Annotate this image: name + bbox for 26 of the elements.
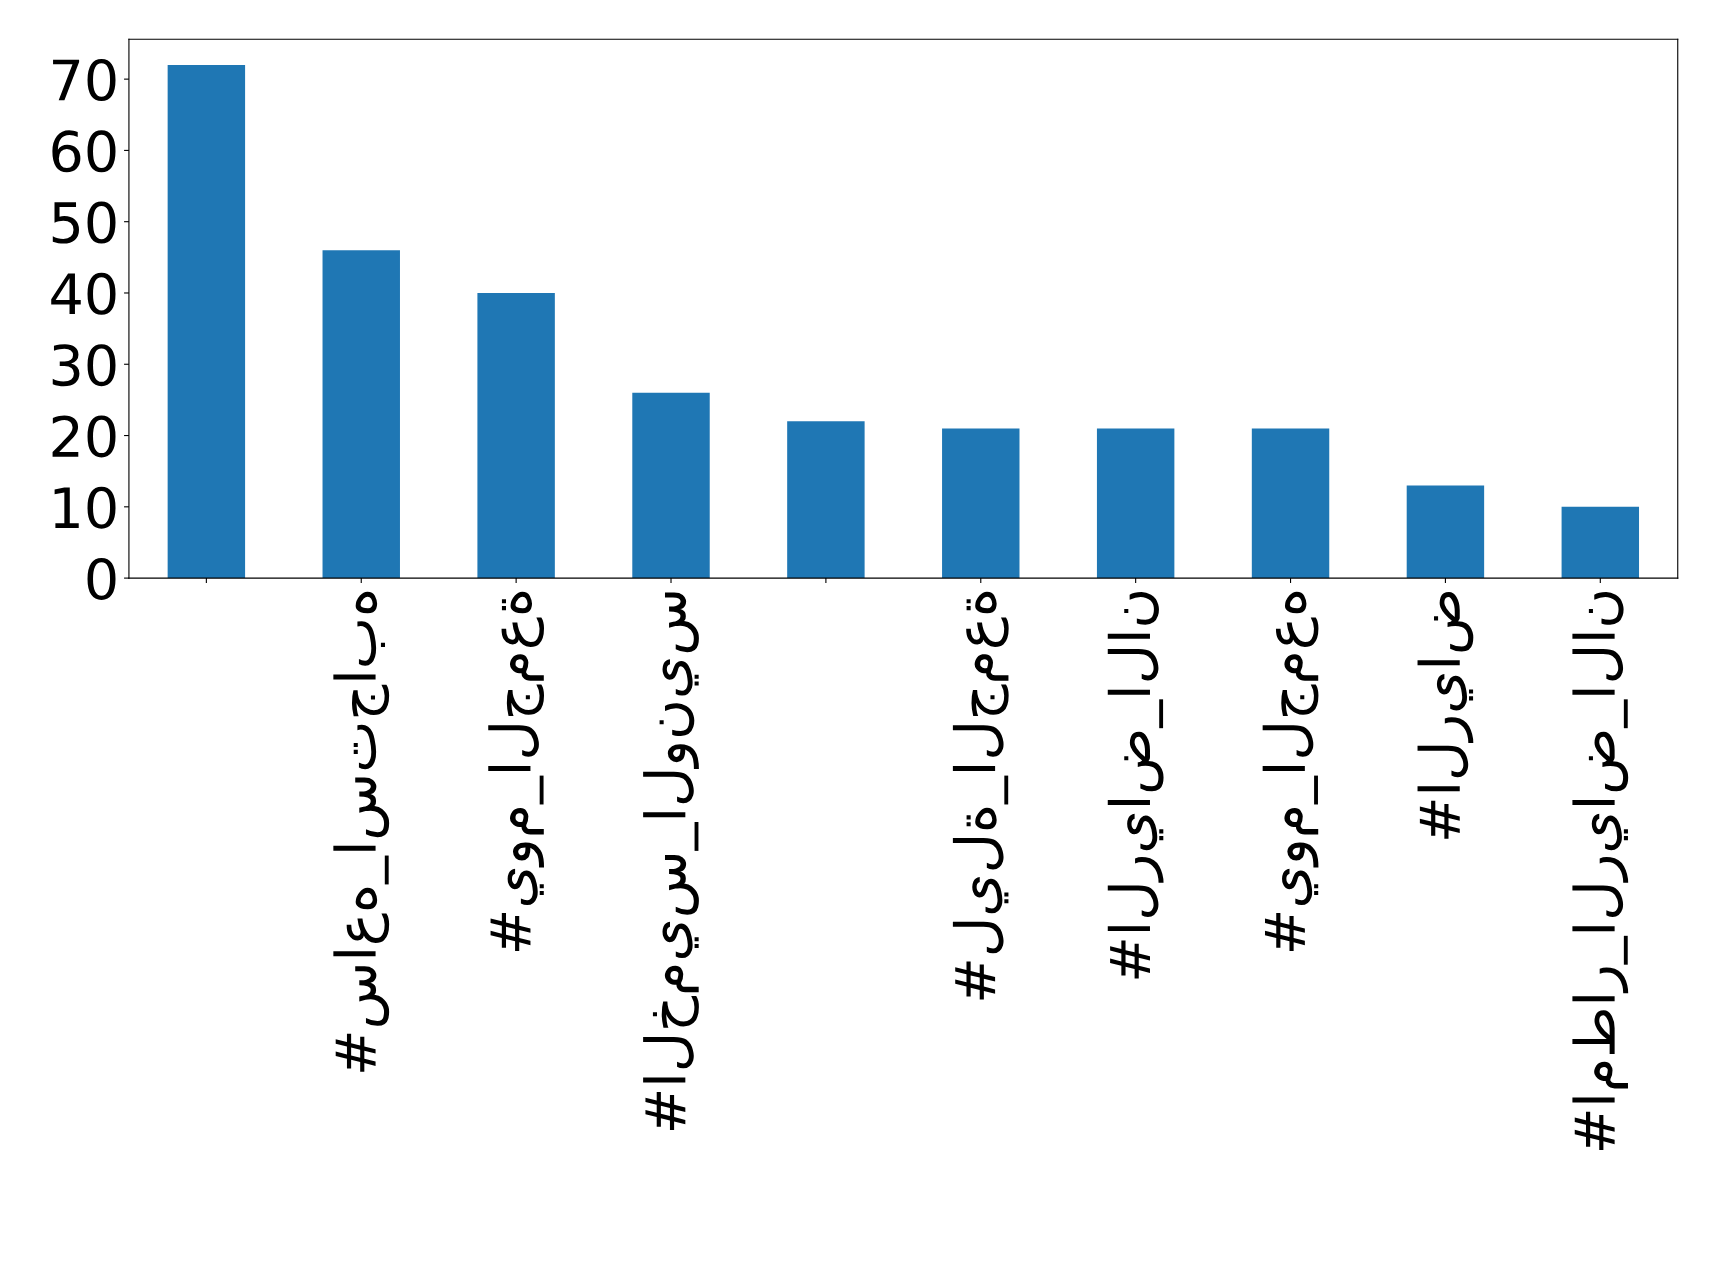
x-tick-label: #امطار_الرياض_الان <box>1572 591 1629 1150</box>
x-tick-label: #ليلة_الجمعة <box>952 591 1009 1000</box>
x-tick-label: #ساعه_استجابه <box>333 591 390 1072</box>
bar <box>1406 485 1485 579</box>
bar <box>1251 428 1330 579</box>
bar <box>1561 506 1640 579</box>
x-tick-label: #يوم_الجمعة <box>488 591 545 951</box>
bar <box>167 64 246 579</box>
x-tick-label: #الخميس_الونيس <box>643 592 699 1130</box>
bar <box>477 292 555 579</box>
y-tick-label: 30 <box>52 344 116 387</box>
bar <box>1096 428 1175 579</box>
y-tick-label: 10 <box>54 486 116 529</box>
bar <box>942 428 1020 579</box>
y-tick-label: 60 <box>52 130 116 173</box>
x-tick-label: #الرياض_الان <box>1107 591 1164 979</box>
x-tick-label: #الرياض <box>1417 591 1474 839</box>
y-tick-label: 20 <box>52 415 116 458</box>
y-tick-label: 70 <box>53 59 116 102</box>
bar <box>632 392 710 579</box>
y-tick-label: 40 <box>51 272 116 315</box>
bar <box>322 250 400 579</box>
bar <box>787 421 865 579</box>
y-tick-label: 50 <box>52 201 116 244</box>
y-tick-label: 0 <box>87 557 116 600</box>
x-tick-label: #يوم_الجمعه <box>1262 591 1319 951</box>
